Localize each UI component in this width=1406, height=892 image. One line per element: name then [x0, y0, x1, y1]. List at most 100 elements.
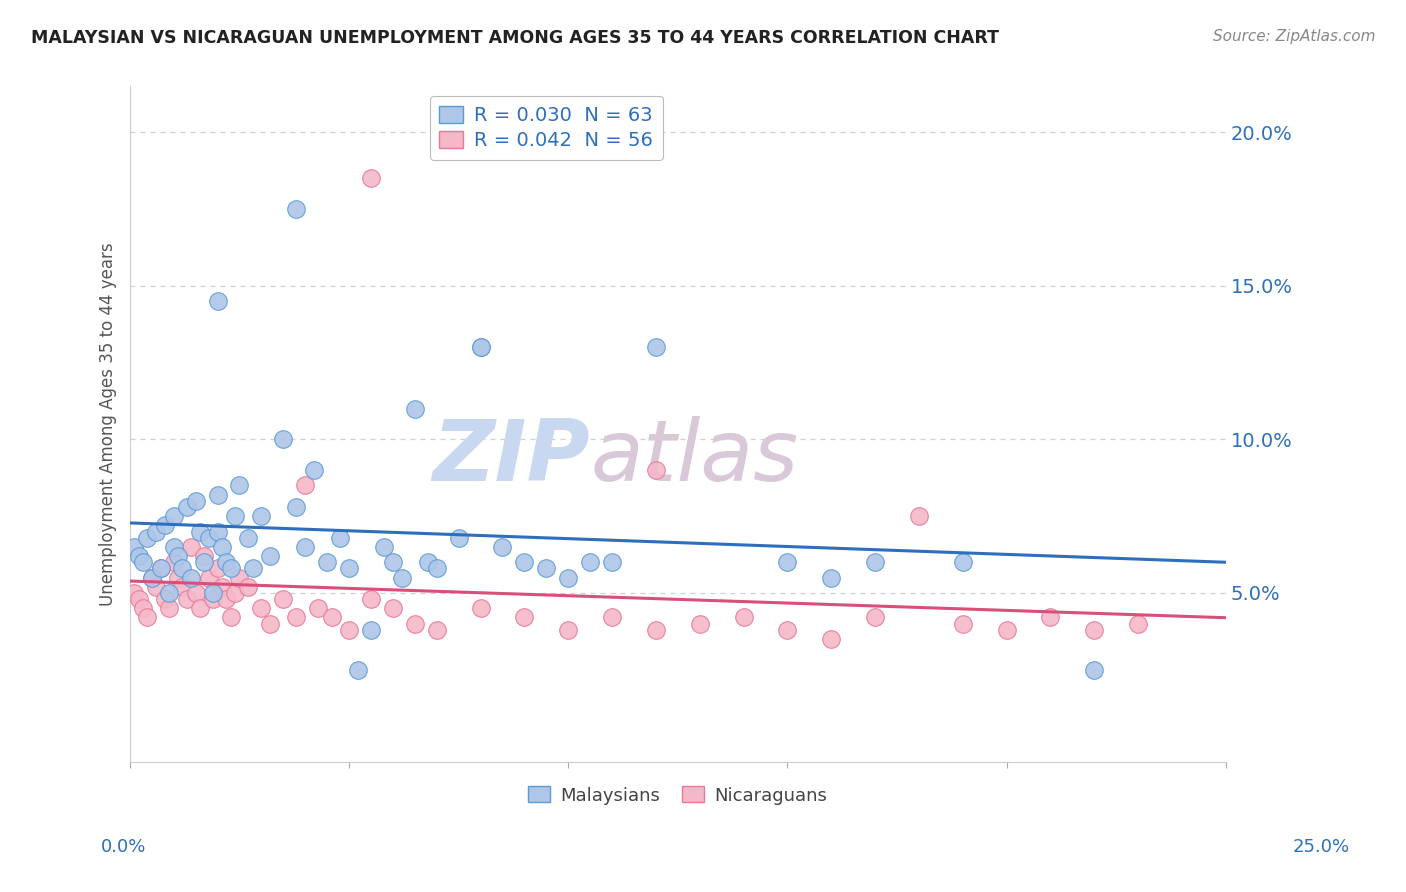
Point	[224, 509, 246, 524]
Point	[167, 549, 190, 563]
Point	[360, 171, 382, 186]
Point	[426, 561, 449, 575]
Point	[219, 561, 242, 575]
Point	[215, 555, 238, 569]
Point	[285, 610, 308, 624]
Point	[193, 549, 215, 563]
Point	[224, 586, 246, 600]
Text: 0.0%: 0.0%	[101, 838, 146, 856]
Point	[820, 570, 842, 584]
Point	[404, 616, 426, 631]
Point	[122, 540, 145, 554]
Text: atlas: atlas	[591, 417, 799, 500]
Point	[447, 531, 470, 545]
Point	[381, 601, 404, 615]
Point	[513, 610, 536, 624]
Point	[271, 433, 294, 447]
Point	[163, 509, 186, 524]
Point	[820, 632, 842, 646]
Point	[360, 592, 382, 607]
Point	[167, 570, 190, 584]
Point	[644, 463, 666, 477]
Point	[188, 524, 211, 539]
Point	[302, 463, 325, 477]
Point	[184, 493, 207, 508]
Point	[863, 610, 886, 624]
Point	[238, 580, 260, 594]
Point	[491, 540, 513, 554]
Point	[346, 663, 368, 677]
Point	[285, 202, 308, 216]
Point	[271, 592, 294, 607]
Point	[132, 601, 155, 615]
Point	[202, 592, 225, 607]
Point	[391, 570, 413, 584]
Point	[294, 540, 316, 554]
Point	[238, 531, 260, 545]
Point	[157, 586, 180, 600]
Point	[163, 555, 186, 569]
Point	[250, 601, 273, 615]
Point	[329, 531, 352, 545]
Point	[952, 616, 974, 631]
Point	[153, 592, 176, 607]
Point	[202, 586, 225, 600]
Point	[145, 524, 167, 539]
Point	[242, 561, 264, 575]
Point	[250, 509, 273, 524]
Point	[316, 555, 339, 569]
Text: 25.0%: 25.0%	[1292, 838, 1350, 856]
Point	[207, 488, 229, 502]
Point	[228, 570, 250, 584]
Point	[180, 540, 202, 554]
Point	[470, 601, 492, 615]
Point	[215, 592, 238, 607]
Point	[172, 580, 194, 594]
Point	[141, 570, 163, 584]
Point	[1126, 616, 1149, 631]
Point	[197, 531, 219, 545]
Point	[176, 592, 198, 607]
Point	[470, 340, 492, 354]
Point	[536, 561, 558, 575]
Point	[211, 540, 233, 554]
Y-axis label: Unemployment Among Ages 35 to 44 years: Unemployment Among Ages 35 to 44 years	[100, 243, 117, 606]
Point	[294, 478, 316, 492]
Point	[197, 570, 219, 584]
Point	[1083, 623, 1105, 637]
Point	[207, 294, 229, 309]
Point	[149, 561, 172, 575]
Point	[321, 610, 343, 624]
Point	[416, 555, 439, 569]
Text: ZIP: ZIP	[433, 417, 591, 500]
Point	[995, 623, 1018, 637]
Point	[579, 555, 602, 569]
Point	[128, 592, 150, 607]
Point	[128, 549, 150, 563]
Point	[557, 623, 579, 637]
Point	[136, 610, 159, 624]
Point	[228, 478, 250, 492]
Point	[644, 623, 666, 637]
Point	[259, 549, 281, 563]
Point	[337, 561, 360, 575]
Point	[689, 616, 711, 631]
Point	[908, 509, 931, 524]
Point	[307, 601, 329, 615]
Point	[404, 401, 426, 416]
Point	[952, 555, 974, 569]
Point	[600, 555, 623, 569]
Point	[176, 500, 198, 514]
Text: Source: ZipAtlas.com: Source: ZipAtlas.com	[1212, 29, 1375, 45]
Point	[470, 340, 492, 354]
Point	[184, 586, 207, 600]
Point	[373, 540, 395, 554]
Point	[136, 531, 159, 545]
Point	[193, 555, 215, 569]
Point	[180, 570, 202, 584]
Point	[863, 555, 886, 569]
Point	[145, 580, 167, 594]
Point	[381, 555, 404, 569]
Point	[163, 540, 186, 554]
Point	[153, 518, 176, 533]
